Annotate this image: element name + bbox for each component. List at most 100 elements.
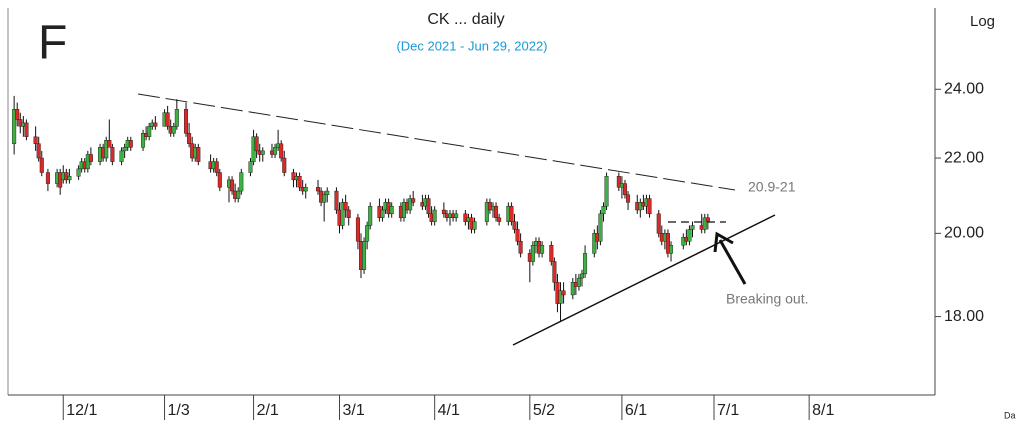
candle-body [279, 143, 284, 159]
candle-body [236, 190, 241, 199]
candle-body [217, 172, 222, 188]
candle-body [119, 150, 124, 162]
candle-body [408, 198, 413, 211]
candle-body [509, 205, 514, 222]
candle-body [622, 183, 627, 195]
candle-body [343, 202, 348, 211]
candle-body [174, 109, 179, 127]
candle-body [325, 190, 330, 195]
chart-title: CK ... daily [427, 11, 504, 28]
candle-body [230, 179, 235, 192]
y-tick-label: 22.00 [944, 149, 984, 166]
resistance-line [137, 93, 736, 191]
candle-body [322, 194, 327, 203]
candle-body [626, 194, 631, 203]
y-tick-label: 18.00 [944, 308, 984, 325]
x-tick-label: 7/1 [717, 402, 739, 419]
candle-body [15, 109, 20, 120]
candle-body [254, 136, 259, 152]
candle-body [33, 136, 38, 144]
candle-body [196, 147, 201, 162]
candle-body [340, 202, 345, 226]
candle-body [518, 241, 523, 254]
arrow [713, 231, 747, 285]
chart-subtitle: (Dec 2021 - Jun 29, 2022) [396, 38, 547, 53]
candle-body [39, 157, 44, 173]
candle-body [362, 241, 367, 270]
candle-body [45, 172, 50, 184]
candle-body [297, 176, 302, 188]
candle-body [494, 205, 499, 218]
candle-body [515, 229, 520, 242]
candle-body [454, 213, 459, 218]
x-tick-label: 2/1 [257, 402, 279, 419]
candle-body [441, 209, 446, 215]
candle-body [165, 112, 170, 127]
candle-body [576, 277, 581, 287]
candle-body [580, 273, 585, 279]
x-tick-label: 12/1 [66, 402, 97, 419]
annotation: Breaking out. [726, 291, 809, 307]
candle-body [616, 176, 621, 188]
x-tick-label: 3/1 [343, 402, 365, 419]
candle-body [472, 221, 477, 230]
candle-body [214, 161, 219, 173]
y-tick-label: 20.00 [944, 225, 984, 242]
candle-body [426, 198, 431, 215]
candle-body [558, 290, 563, 304]
candle-body [687, 229, 692, 242]
support-line [512, 214, 776, 346]
candle-body [570, 282, 575, 296]
candle-body [153, 122, 158, 127]
x-tick-label: 8/1 [812, 402, 834, 419]
corner-label: F [38, 17, 67, 70]
candle-body [656, 213, 661, 234]
candle-body [187, 133, 192, 144]
candle-body [128, 140, 133, 148]
candle-body [36, 143, 41, 159]
candle-body [67, 176, 72, 181]
candle-body [184, 109, 189, 134]
candle-body [583, 253, 588, 275]
candle-body [592, 233, 597, 254]
candle-body [561, 290, 566, 296]
candle-body [432, 209, 437, 222]
candle-body [389, 205, 394, 215]
candle-body [368, 205, 373, 226]
candle-body [540, 245, 545, 254]
candle-body [647, 198, 652, 215]
y-tick-label: 24.00 [944, 80, 984, 97]
candle-body [346, 209, 351, 218]
candle-body [334, 190, 339, 211]
candle-body [104, 140, 109, 159]
candle-body [260, 150, 265, 155]
candle-body [141, 133, 146, 148]
annotation: 20.9-21 [748, 179, 796, 195]
x-tick-label: 4/1 [438, 402, 460, 419]
candle-body [665, 233, 670, 254]
candle-body [88, 154, 93, 162]
candle-body [282, 157, 287, 173]
candle-body [273, 147, 278, 155]
candle-body [147, 126, 152, 137]
candle-body [549, 245, 554, 262]
candle-body [316, 187, 321, 192]
candle-body [530, 245, 535, 262]
candle-body [239, 172, 244, 192]
candle-body [24, 122, 29, 137]
axis-note: Da [1004, 410, 1016, 420]
candle-body [76, 168, 81, 177]
candle-body [248, 161, 253, 173]
candle-body [122, 147, 127, 152]
candle-body [601, 205, 606, 215]
candle-body [705, 217, 710, 222]
scale-label: Log [970, 13, 995, 30]
candle-body [12, 109, 17, 144]
candle-body [484, 202, 489, 222]
candle-body [380, 209, 385, 218]
candle-body [107, 140, 112, 148]
candle-body [604, 176, 609, 207]
candle-body [110, 147, 115, 162]
x-tick-label: 6/1 [625, 402, 647, 419]
